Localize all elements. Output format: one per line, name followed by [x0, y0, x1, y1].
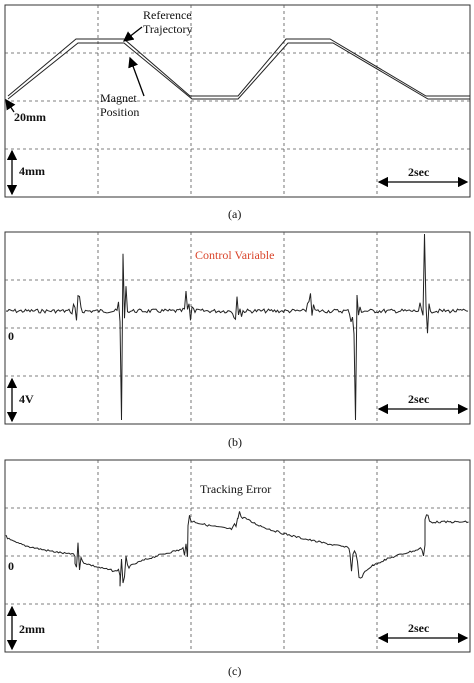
caption: (c) [228, 664, 241, 678]
time-label: 2sec [408, 621, 430, 635]
arrow [122, 26, 143, 42]
control-trace [5, 233, 469, 421]
panel-a: Reference Trajectory Magnet Position 20m… [4, 4, 471, 221]
zero-label: 0 [8, 559, 14, 573]
panel-title: Tracking Error [200, 482, 271, 496]
magnet-label: Magnet [100, 91, 137, 105]
panel-c: Tracking Error 0 2mm 2sec (c) [4, 459, 471, 678]
panel-b: Control Variable 0 4V 2sec (b) [4, 231, 471, 449]
frame [4, 4, 471, 198]
scale-label: 4mm [19, 164, 45, 178]
time-label: 2sec [408, 165, 430, 179]
scale-label: 4V [19, 392, 34, 406]
arrow [128, 56, 145, 97]
grid [5, 5, 470, 197]
reference-trace [7, 38, 470, 97]
grid [5, 460, 470, 652]
magnet-trace [7, 42, 470, 100]
offset-label: 20mm [14, 110, 46, 124]
zero-label: 0 [8, 329, 14, 343]
time-label: 2sec [408, 392, 430, 406]
magnet-label: Position [100, 105, 139, 119]
scale-label: 2mm [19, 622, 45, 636]
error-trace [5, 511, 469, 587]
reference-label: Reference [143, 8, 192, 22]
caption: (a) [228, 207, 241, 221]
reference-label: Trajectory [143, 22, 193, 36]
caption: (b) [228, 435, 242, 449]
arrow [5, 98, 16, 113]
panel-title: Control Variable [195, 248, 274, 262]
grid [5, 232, 470, 424]
